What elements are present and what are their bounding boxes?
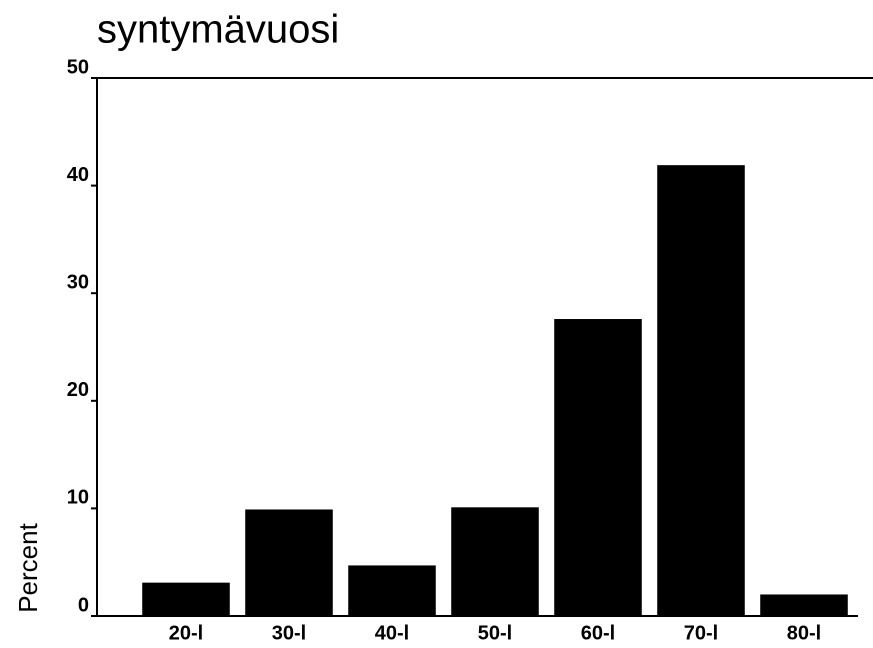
y-tick-label: 40 bbox=[67, 164, 89, 186]
bar bbox=[142, 582, 230, 616]
y-tick-label: 50 bbox=[67, 56, 89, 78]
bar bbox=[348, 565, 436, 616]
bar bbox=[657, 165, 745, 616]
y-axis-label: Percent bbox=[13, 522, 43, 612]
y-tick-label: 10 bbox=[67, 487, 89, 509]
x-tick-label: 60-l bbox=[581, 622, 615, 644]
bar bbox=[760, 594, 848, 616]
x-tick-label: 80-l bbox=[787, 622, 821, 644]
bar bbox=[245, 509, 333, 616]
bar bbox=[451, 507, 539, 616]
x-tick-label: 40-l bbox=[375, 622, 409, 644]
x-tick-label: 30-l bbox=[272, 622, 306, 644]
y-tick-label: 0 bbox=[78, 594, 89, 616]
x-tick-label: 70-l bbox=[684, 622, 718, 644]
x-tick-label: 20-l bbox=[169, 622, 203, 644]
x-tick-label: 50-l bbox=[478, 622, 512, 644]
y-tick-label: 20 bbox=[67, 379, 89, 401]
bar bbox=[554, 319, 642, 616]
y-tick-label: 30 bbox=[67, 271, 89, 293]
chart-title: syntymävuosi bbox=[97, 8, 339, 52]
